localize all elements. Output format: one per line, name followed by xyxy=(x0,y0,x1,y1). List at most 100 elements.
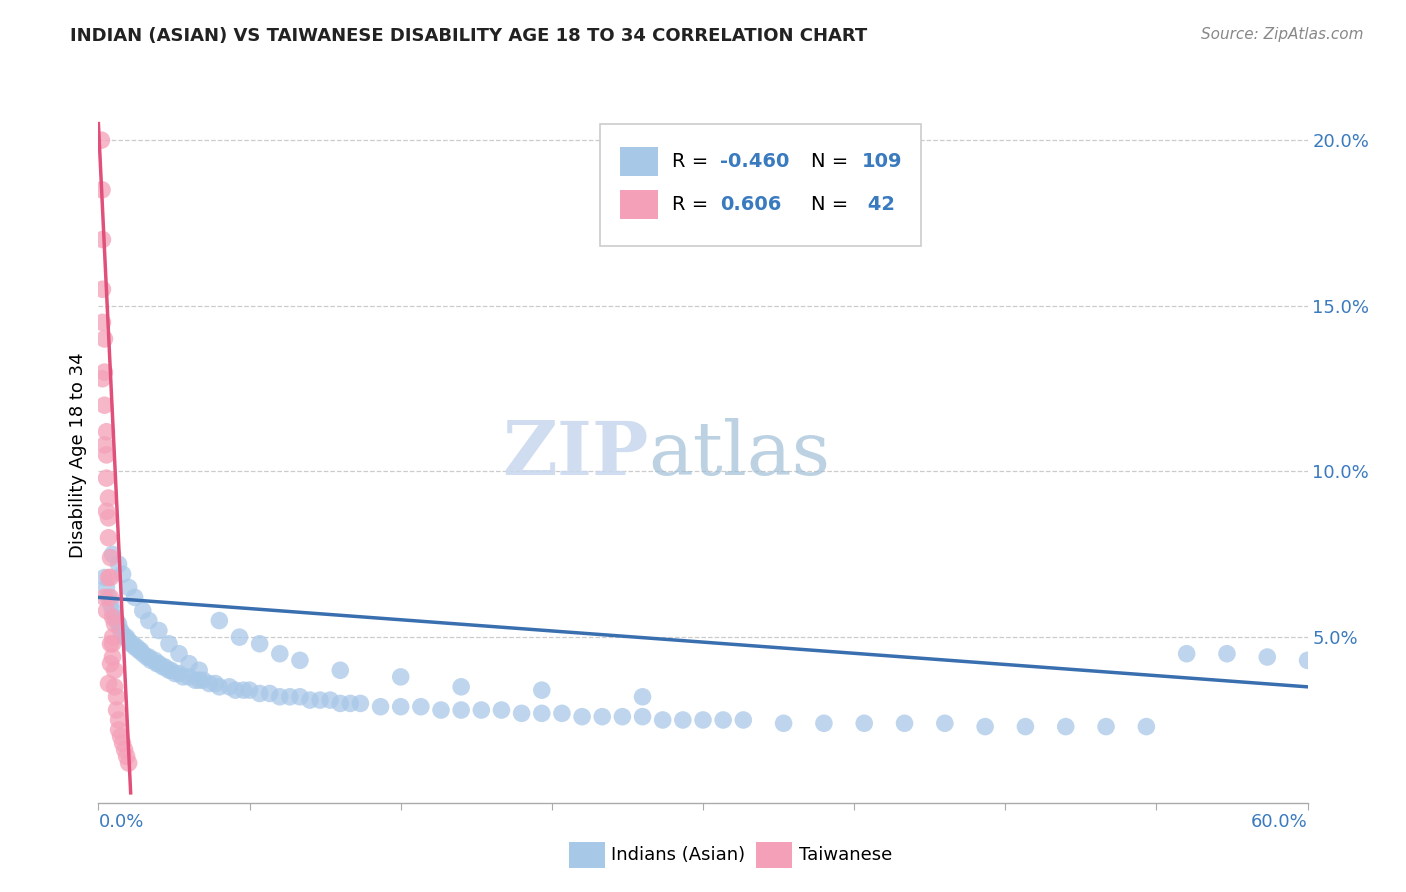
Point xyxy=(853,716,876,731)
Point xyxy=(101,637,124,651)
Point xyxy=(269,690,291,704)
Point xyxy=(97,676,120,690)
Point xyxy=(114,630,136,644)
Point xyxy=(208,614,231,628)
Point xyxy=(101,547,124,561)
Point xyxy=(1216,647,1239,661)
Point xyxy=(100,657,122,671)
Point xyxy=(103,610,125,624)
Point xyxy=(101,610,124,624)
Text: INDIAN (ASIAN) VS TAIWANESE DISABILITY AGE 18 TO 34 CORRELATION CHART: INDIAN (ASIAN) VS TAIWANESE DISABILITY A… xyxy=(70,27,868,45)
Point xyxy=(249,637,271,651)
Point xyxy=(430,703,453,717)
Point xyxy=(93,332,115,346)
Point xyxy=(167,647,190,661)
Point xyxy=(319,693,342,707)
Point xyxy=(132,604,155,618)
Point xyxy=(733,713,755,727)
Point xyxy=(184,673,207,688)
Point xyxy=(299,693,322,707)
Point xyxy=(470,703,492,717)
Point xyxy=(269,647,291,661)
Point xyxy=(177,657,201,671)
Point xyxy=(101,650,124,665)
Point xyxy=(111,736,134,750)
Text: atlas: atlas xyxy=(648,418,831,491)
Point xyxy=(100,591,122,605)
Point xyxy=(974,720,997,734)
Point xyxy=(172,670,194,684)
Point xyxy=(893,716,915,731)
Text: N =: N = xyxy=(811,195,848,214)
Point xyxy=(450,680,472,694)
Point xyxy=(91,315,114,329)
Point xyxy=(135,650,157,665)
Point xyxy=(121,637,143,651)
Point xyxy=(146,657,169,671)
Point xyxy=(288,653,311,667)
Point xyxy=(91,372,114,386)
Point xyxy=(100,570,122,584)
Point xyxy=(530,706,553,721)
Point xyxy=(93,438,115,452)
Point xyxy=(111,567,134,582)
Point xyxy=(105,690,128,704)
Point xyxy=(651,713,673,727)
Point xyxy=(692,713,714,727)
Point xyxy=(389,699,412,714)
Point xyxy=(631,690,654,704)
Point xyxy=(115,630,138,644)
Point xyxy=(138,614,160,628)
Point xyxy=(97,591,120,605)
Point xyxy=(101,630,124,644)
Point xyxy=(124,591,146,605)
Point xyxy=(349,697,371,711)
Point xyxy=(188,663,211,677)
Point xyxy=(772,716,794,731)
Text: 0.0%: 0.0% xyxy=(98,814,143,831)
Point xyxy=(153,660,176,674)
Point xyxy=(1095,720,1118,734)
Point xyxy=(232,683,254,698)
Text: -0.460: -0.460 xyxy=(720,152,789,170)
Point xyxy=(157,637,180,651)
Point xyxy=(1296,653,1319,667)
Point xyxy=(101,604,124,618)
Text: R =: R = xyxy=(672,195,707,214)
Point xyxy=(228,630,250,644)
Point xyxy=(100,550,122,565)
Point xyxy=(129,643,152,657)
Point xyxy=(103,663,125,677)
Y-axis label: Disability Age 18 to 34: Disability Age 18 to 34 xyxy=(69,352,87,558)
Point xyxy=(118,581,141,595)
Point xyxy=(152,660,174,674)
Point xyxy=(128,643,150,657)
Point xyxy=(711,713,734,727)
Point xyxy=(105,614,128,628)
Point xyxy=(370,699,392,714)
Point xyxy=(118,756,141,770)
Point xyxy=(389,670,412,684)
Point xyxy=(118,633,141,648)
Point xyxy=(96,471,118,485)
Text: 0.606: 0.606 xyxy=(720,195,782,214)
Point xyxy=(114,743,136,757)
Point xyxy=(1135,720,1157,734)
Point xyxy=(329,697,352,711)
FancyBboxPatch shape xyxy=(756,842,793,868)
Point xyxy=(90,133,112,147)
FancyBboxPatch shape xyxy=(620,190,658,219)
Point xyxy=(120,637,142,651)
Point xyxy=(224,683,246,698)
Point xyxy=(612,709,634,723)
Point xyxy=(93,570,115,584)
Point xyxy=(93,591,115,605)
Point xyxy=(409,699,432,714)
Point xyxy=(124,640,146,654)
Point xyxy=(1256,650,1278,665)
Point xyxy=(309,693,332,707)
Point xyxy=(97,570,120,584)
Point xyxy=(115,749,138,764)
Text: 109: 109 xyxy=(862,152,901,170)
Point xyxy=(198,676,221,690)
